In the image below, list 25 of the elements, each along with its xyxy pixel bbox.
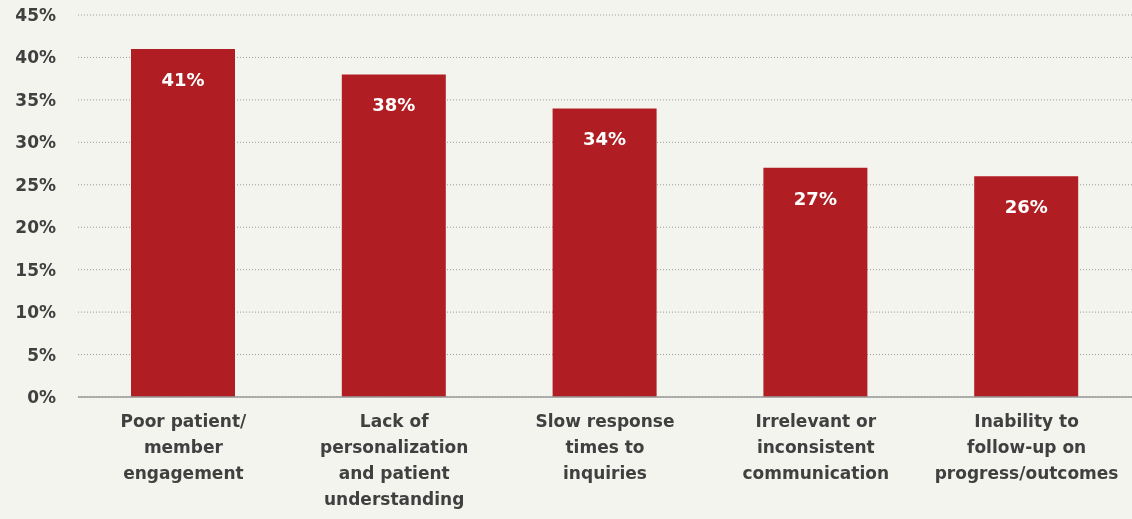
- bar: [131, 48, 235, 397]
- bar: [341, 74, 446, 397]
- data-label: 26%: [1004, 196, 1048, 218]
- bar: [763, 167, 868, 397]
- y-tick-label: 20%: [15, 217, 56, 238]
- x-tick-label: Slow response times to inquiries: [535, 411, 675, 483]
- data-label: 34%: [583, 128, 627, 150]
- bar: [974, 176, 1079, 397]
- y-tick-label: 35%: [15, 89, 56, 110]
- y-tick-label: 30%: [15, 132, 56, 153]
- y-tick-label: 25%: [15, 174, 56, 195]
- data-label: 38%: [372, 94, 416, 116]
- y-tick-label: 5%: [27, 344, 56, 365]
- y-tick-label: 10%: [15, 302, 56, 323]
- data-label: 27%: [793, 187, 837, 209]
- bar: [552, 108, 657, 397]
- x-tick-label: Lack of personalization and patient understanding: [320, 411, 469, 509]
- y-tick-label: 45%: [15, 5, 56, 26]
- x-tick-label: Poor patient/ member engagement: [120, 411, 248, 483]
- data-label: 41%: [161, 68, 205, 90]
- x-tick-label: Inability to follow-up on progress/outcomes: [934, 411, 1119, 483]
- y-tick-label: 40%: [15, 47, 56, 68]
- y-tick-label: 0%: [27, 387, 56, 408]
- y-tick-label: 15%: [15, 259, 56, 280]
- x-tick-label: Irrelevant or inconsistent communication: [742, 411, 890, 483]
